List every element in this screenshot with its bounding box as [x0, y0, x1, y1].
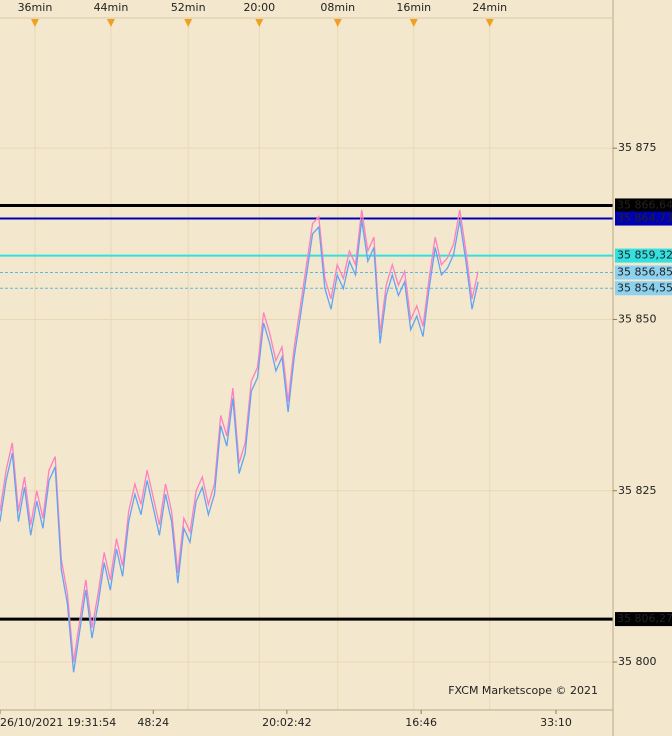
- level-label: 35 854,55: [617, 281, 672, 294]
- x-tick-label: 20:02:42: [262, 716, 311, 729]
- level-label-bg: [615, 211, 672, 226]
- top-tick-marker: [333, 19, 342, 27]
- x-tick-label: 26/10/2021 19:31:54: [0, 716, 116, 729]
- y-tick-label: 35 850: [618, 312, 657, 325]
- top-tick-label: 24min: [472, 1, 507, 14]
- watermark: FXCM Marketscope © 2021: [448, 684, 598, 697]
- level-label-bg: [615, 248, 672, 263]
- level-label: 35 806,27: [617, 612, 672, 625]
- level-label-bg: [615, 281, 672, 296]
- level-label: 35 864,73: [617, 212, 672, 225]
- level-label-bg: [615, 612, 672, 627]
- top-tick-marker: [30, 19, 39, 27]
- top-tick-label: 08min: [320, 1, 355, 14]
- price-line: [0, 209, 479, 663]
- grid: [0, 18, 613, 710]
- price-lines: [0, 209, 479, 673]
- top-tick-marker: [255, 19, 264, 27]
- top-tick-label: 52min: [171, 1, 206, 14]
- top-tick-marker: [485, 19, 494, 27]
- level-label: 35 859,32: [617, 249, 672, 262]
- top-tick-label: 44min: [94, 1, 129, 14]
- x-tick-label: 48:24: [137, 716, 169, 729]
- top-tick-marker: [409, 19, 418, 27]
- price-line: [0, 219, 479, 673]
- top-tick-marker: [184, 19, 193, 27]
- top-tick-label: 20:00: [243, 1, 275, 14]
- y-tick-label: 35 825: [618, 484, 657, 497]
- level-label: 35 866,64: [617, 198, 672, 211]
- x-tick-label: 33:10: [540, 716, 572, 729]
- top-tick-label: 36min: [18, 1, 53, 14]
- top-tick-label: 16min: [396, 1, 431, 14]
- level-label-bg: [615, 265, 672, 280]
- level-label-bg: [615, 198, 672, 213]
- y-tick-label: 35 800: [618, 655, 657, 668]
- levels: [0, 203, 613, 621]
- y-tick-label: 35 875: [618, 141, 657, 154]
- top-tick-marker: [106, 19, 115, 27]
- level-label: 35 856,85: [617, 266, 672, 279]
- x-tick-label: 16:46: [405, 716, 437, 729]
